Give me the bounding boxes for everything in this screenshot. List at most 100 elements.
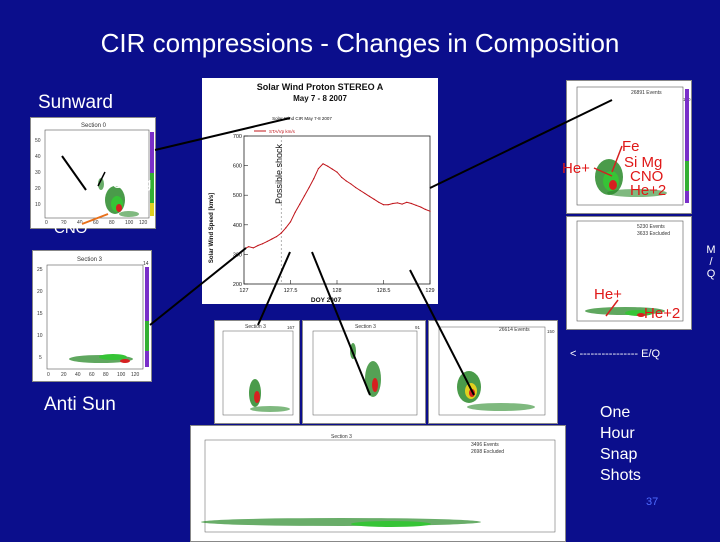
antisun-ytick: 5 bbox=[39, 355, 42, 361]
right-label-fe: Fe bbox=[622, 138, 640, 155]
sunward-ytick: 40 bbox=[35, 154, 41, 160]
right-top-colorbar bbox=[685, 89, 689, 203]
snap-panel-2: Section 3 91 bbox=[302, 320, 426, 424]
snap2-count: 91 bbox=[415, 325, 421, 330]
snap3-count: 150 bbox=[547, 329, 555, 334]
sunward-xtick: 20 bbox=[61, 220, 67, 226]
snap3-events: 26614 Events bbox=[499, 327, 530, 333]
right-mid-cloud bbox=[585, 307, 665, 317]
speed-point bbox=[299, 203, 301, 205]
speed-point bbox=[373, 198, 375, 200]
snap4-excluded: 2698 Excluded bbox=[471, 449, 504, 455]
mid-label-he: He+ bbox=[594, 286, 622, 303]
anti-label-he-mid: He+ bbox=[90, 323, 118, 340]
speed-point bbox=[368, 195, 371, 197]
chart-ylabel: Solar Wind Speed [km/s] bbox=[209, 193, 215, 263]
right-mid-events: 5230 Events bbox=[637, 224, 665, 230]
chart-annotation: Possible shock bbox=[274, 143, 284, 204]
y-tick-label: 500 bbox=[233, 193, 242, 199]
sun-label-fe: Fe bbox=[102, 155, 120, 172]
page-number: 37 bbox=[646, 496, 659, 508]
speed-point bbox=[350, 183, 352, 185]
chart-subtitle: May 7 - 8 2007 bbox=[293, 94, 347, 103]
arrow-sun-he bbox=[61, 155, 87, 191]
speed-point bbox=[364, 192, 366, 195]
snap4-header: Section 3 bbox=[331, 434, 352, 440]
speed-point bbox=[262, 243, 264, 245]
speed-point bbox=[415, 204, 417, 206]
antisun-xtick: 40 bbox=[75, 372, 81, 378]
speed-point bbox=[285, 227, 287, 229]
antisun-counts: 14 bbox=[143, 261, 149, 267]
speed-point bbox=[382, 204, 385, 206]
speed-point bbox=[401, 203, 403, 205]
mq-axis-label: M / Q bbox=[704, 244, 718, 280]
sunward-xtick: 40 bbox=[77, 220, 83, 226]
mid-label-he2: He+2 bbox=[644, 305, 681, 322]
sunward-xtick: 80 bbox=[109, 220, 115, 226]
speed-point bbox=[266, 240, 268, 242]
right-label-simg: Si Mg bbox=[624, 154, 663, 171]
right-label-he2: He+2 bbox=[630, 182, 667, 199]
arrow-sun-cno bbox=[81, 213, 109, 225]
y-tick-label: 200 bbox=[233, 282, 242, 288]
speed-point bbox=[424, 208, 426, 211]
speed-point bbox=[378, 201, 380, 203]
y-tick-label: 400 bbox=[233, 223, 242, 229]
mq-m: M bbox=[706, 244, 716, 256]
snap-shots-text: One Hour Snap Shots bbox=[600, 402, 641, 486]
right-label-he: He+ bbox=[562, 160, 590, 177]
snap-panel-3: 26614 Events 150 bbox=[428, 320, 558, 424]
sunward-ytick: 10 bbox=[35, 202, 41, 208]
speed-point bbox=[359, 189, 361, 192]
antisun-plot: Section 3 14 25 20 15 10 5 0 20 40 60 80… bbox=[33, 251, 151, 381]
speed-point bbox=[271, 238, 273, 240]
sunward-ytick: 20 bbox=[35, 186, 41, 192]
snap-line: Hour bbox=[600, 425, 635, 442]
right-label-cno: CNO bbox=[630, 168, 664, 185]
right-top-panel: 26891 Events 150 bbox=[566, 80, 692, 214]
snap-line: One bbox=[600, 404, 631, 421]
speed-point bbox=[429, 210, 431, 212]
right-top-cloud bbox=[595, 159, 667, 197]
antisun-colorbar bbox=[145, 267, 149, 367]
antisun-panel: Section 3 14 25 20 15 10 5 0 20 40 60 80… bbox=[32, 250, 152, 382]
connector-antisun bbox=[149, 247, 247, 326]
eq-axis-label: < ---------------- E/Q bbox=[570, 348, 661, 360]
arrow-right-fe bbox=[611, 145, 623, 173]
speed-point bbox=[336, 171, 338, 173]
speed-point bbox=[327, 165, 329, 167]
sunward-xtick: 100 bbox=[125, 220, 134, 226]
antisun-header: Section 3 bbox=[77, 257, 103, 263]
speed-point bbox=[275, 236, 278, 238]
x-tick-label: 128 bbox=[332, 288, 341, 294]
antisun-ytick: 25 bbox=[37, 267, 43, 273]
sunward-xtick: 120 bbox=[139, 220, 148, 226]
sunward-header: Section 0 bbox=[81, 123, 107, 129]
sunward-panel: Section 0 50 40 30 20 10 0 20 40 60 80 1… bbox=[30, 117, 156, 229]
main-chart-panel: Solar Wind Proton STEREO A May 7 - 8 200… bbox=[202, 78, 438, 304]
slide-title: CIR compressions - Changes in Compositio… bbox=[100, 28, 620, 58]
sunward-plot: Section 0 50 40 30 20 10 0 20 40 60 80 1… bbox=[31, 118, 155, 228]
speed-point bbox=[345, 180, 347, 182]
speed-point bbox=[248, 246, 250, 248]
snap1-header: Section 3 bbox=[245, 324, 266, 330]
speed-point bbox=[303, 195, 306, 197]
x-tick-label: 127 bbox=[239, 288, 248, 294]
speed-point bbox=[331, 168, 333, 170]
x-tick-label: 129 bbox=[425, 288, 434, 294]
antisun-xtick: 100 bbox=[117, 372, 126, 378]
speed-point bbox=[387, 204, 389, 206]
speed-point bbox=[392, 202, 394, 205]
sunward-ytick: 30 bbox=[35, 170, 41, 176]
speed-point bbox=[396, 202, 399, 204]
sunward-ytick: 50 bbox=[35, 138, 41, 144]
speed-point bbox=[322, 163, 324, 165]
right-top-events: 26891 Events bbox=[631, 90, 662, 96]
snap1-count: 167 bbox=[287, 325, 295, 330]
sunward-label: Sunward bbox=[38, 92, 113, 113]
arrow-right-he bbox=[593, 167, 613, 177]
connector-snap2 bbox=[311, 251, 371, 396]
right-mid-panel: 5230 Events 3633 Excluded bbox=[566, 216, 692, 330]
